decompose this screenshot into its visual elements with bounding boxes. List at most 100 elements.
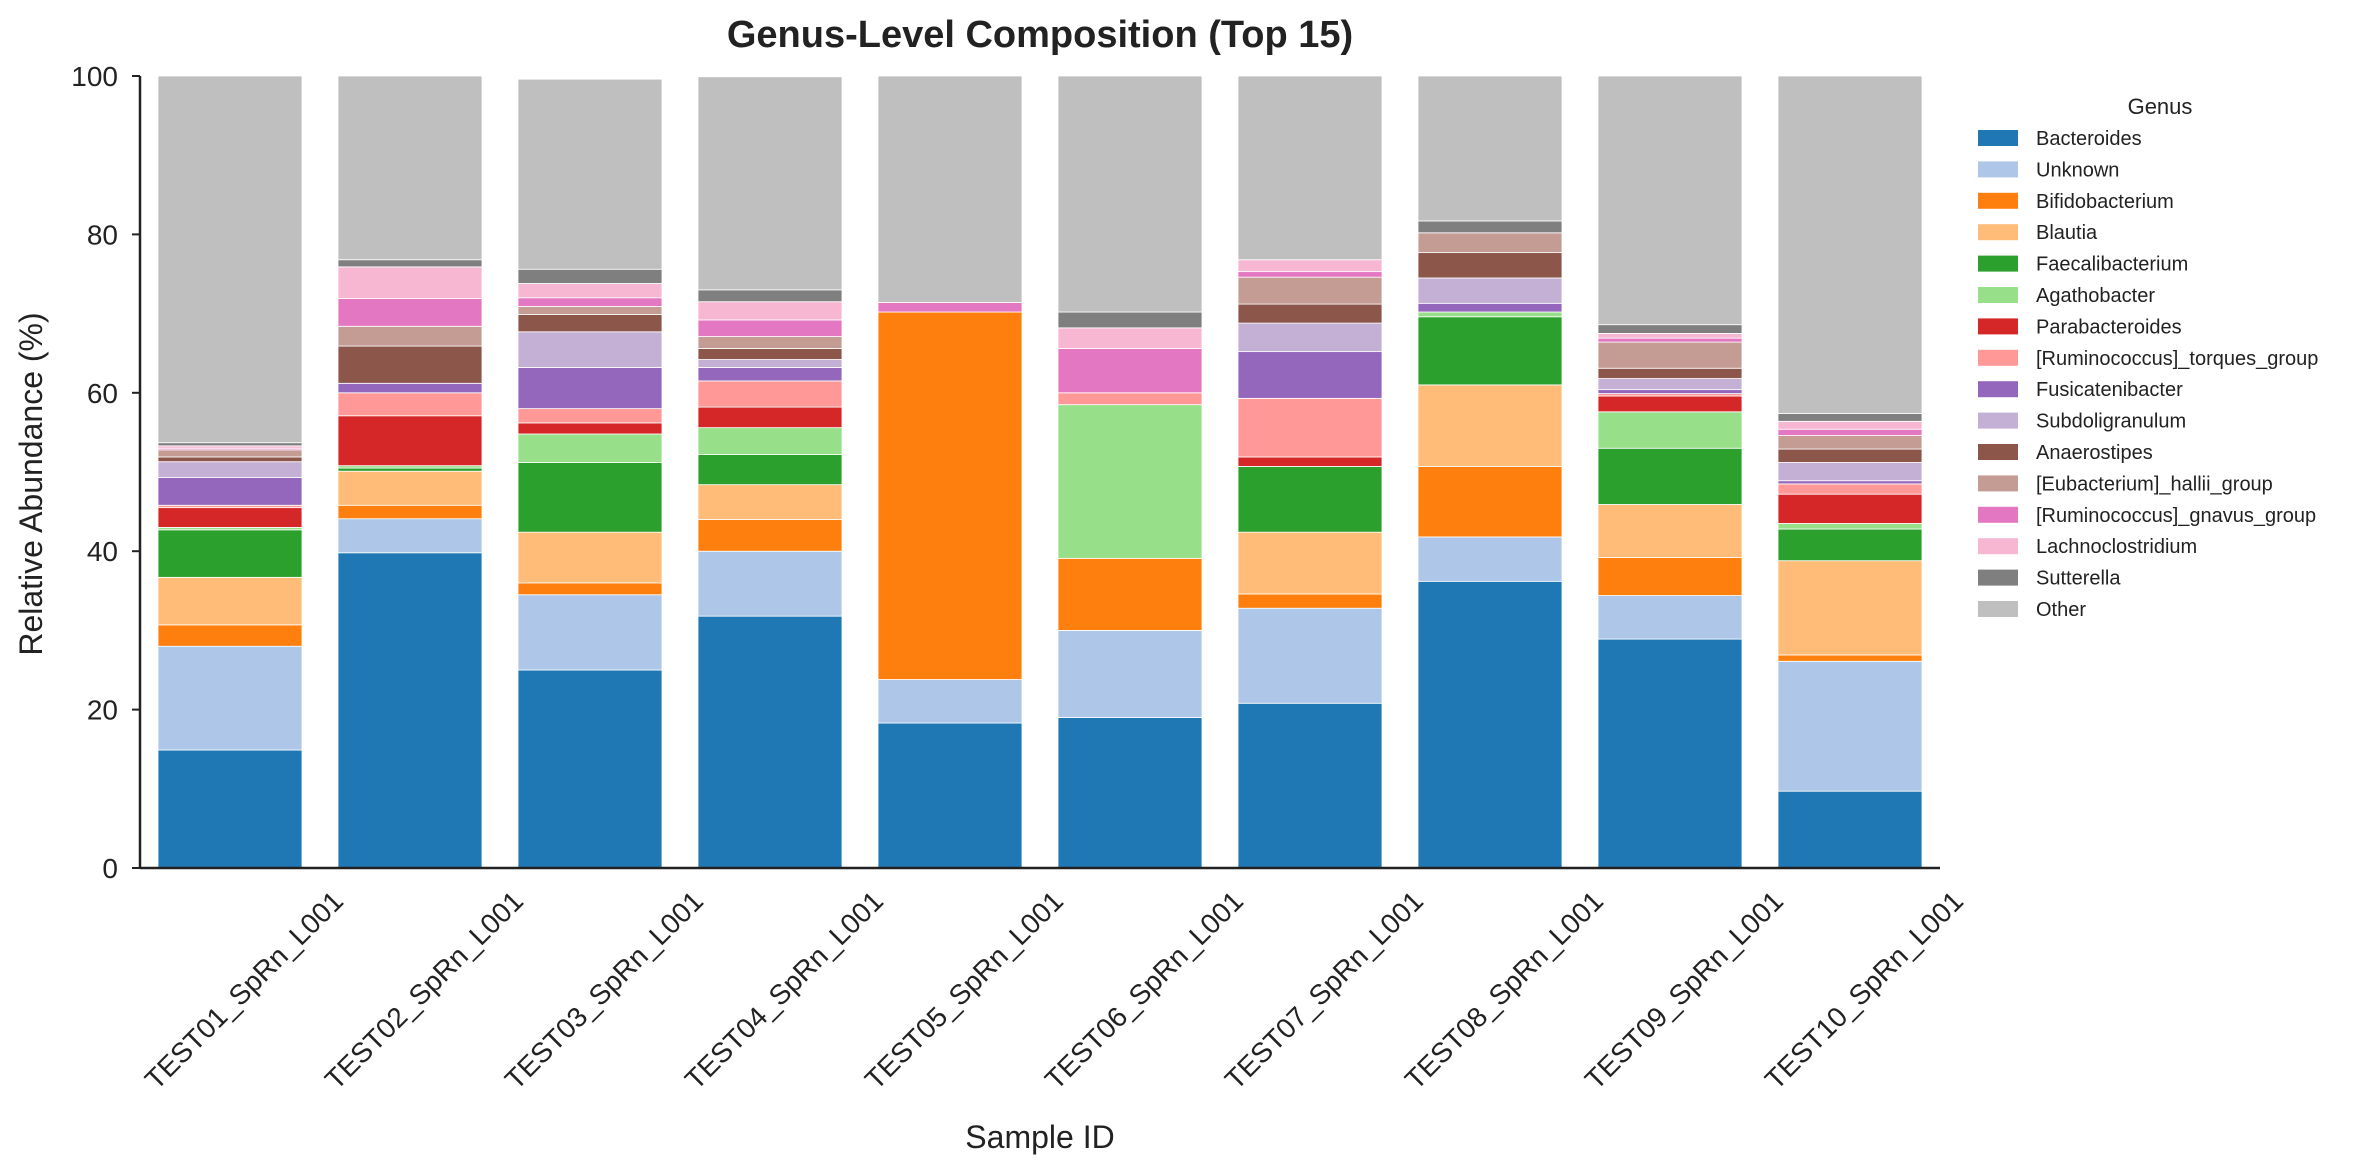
legend-swatch-10 bbox=[1978, 412, 2018, 429]
bar-segment-3-13 bbox=[517, 297, 663, 307]
bar-segment-3-7 bbox=[517, 422, 663, 435]
legend-swatch-13 bbox=[1978, 506, 2018, 523]
legend-swatch-14 bbox=[1978, 538, 2018, 555]
legend-swatch-15 bbox=[1978, 569, 2018, 586]
bar-segment-10-6 bbox=[1777, 523, 1923, 530]
bar-segment-4-3 bbox=[697, 519, 843, 552]
y-tick-label-4: 80 bbox=[87, 219, 118, 250]
bar-segment-6-8 bbox=[1057, 392, 1203, 406]
bar-segment-6-3 bbox=[1057, 557, 1203, 631]
legend-swatch-2 bbox=[1978, 161, 2018, 178]
bar-segment-8-4 bbox=[1417, 384, 1563, 467]
bar-segment-10-15 bbox=[1777, 412, 1923, 422]
bar-segment-8-12 bbox=[1417, 232, 1563, 254]
bar-segment-10-11 bbox=[1777, 448, 1923, 463]
legend-swatch-9 bbox=[1978, 381, 2018, 398]
bar-segment-8-9 bbox=[1417, 302, 1563, 313]
bar-segment-9-14 bbox=[1597, 332, 1743, 339]
bar-segment-7-7 bbox=[1237, 456, 1383, 467]
bar-segment-8-5 bbox=[1417, 316, 1563, 386]
bar-segment-10-16 bbox=[1777, 75, 1923, 414]
bar-segment-6-15 bbox=[1057, 311, 1203, 329]
bar-segment-3-12 bbox=[517, 306, 663, 315]
legend-label-10: Subdoligranulum bbox=[2036, 411, 2186, 433]
bar-segment-4-10 bbox=[697, 359, 843, 368]
x-axis-label: Sample ID bbox=[965, 1119, 1114, 1155]
legend-swatch-11 bbox=[1978, 444, 2018, 460]
bar-segment-6-6 bbox=[1057, 404, 1203, 559]
chart-title: Genus-Level Composition (Top 15) bbox=[727, 14, 1353, 56]
bar-segment-4-13 bbox=[697, 319, 843, 337]
legend-swatch-3 bbox=[1978, 192, 2018, 209]
bar-segment-8-10 bbox=[1417, 277, 1563, 304]
bar-segment-10-5 bbox=[1777, 528, 1923, 562]
bar-segment-7-10 bbox=[1237, 322, 1383, 353]
bar-segment-5-3 bbox=[877, 311, 1023, 680]
bar-segment-2-15 bbox=[337, 259, 483, 268]
bar-segment-7-3 bbox=[1237, 593, 1383, 609]
bar-segment-9-5 bbox=[1597, 447, 1743, 505]
bar-segment-7-9 bbox=[1237, 351, 1383, 399]
bar-segment-4-12 bbox=[697, 336, 843, 349]
x-tick-label-7: TEST07_SpRn_L001 bbox=[1219, 885, 1429, 1095]
legend-swatch-7 bbox=[1978, 318, 2018, 335]
y-tick-label-3: 60 bbox=[87, 378, 118, 409]
y-tick-label-5: 100 bbox=[71, 61, 118, 92]
bar-segment-7-4 bbox=[1237, 531, 1383, 595]
bar-segment-7-8 bbox=[1237, 397, 1383, 458]
bar-segment-7-5 bbox=[1237, 466, 1383, 533]
bar-segment-3-5 bbox=[517, 462, 663, 533]
bar-segment-10-14 bbox=[1777, 420, 1923, 430]
bar-segment-2-7 bbox=[337, 415, 483, 467]
x-tick-label-2: TEST02_SpRn_L001 bbox=[319, 885, 529, 1095]
legend-label-11: Anaerostipes bbox=[2036, 442, 2153, 464]
bar-segment-8-3 bbox=[1417, 466, 1563, 538]
bar-segment-1-15 bbox=[157, 442, 303, 447]
bar-segment-1-2 bbox=[157, 645, 303, 751]
bar-segment-10-7 bbox=[1777, 493, 1923, 524]
bar-segment-2-1 bbox=[337, 552, 483, 869]
bar-segment-10-13 bbox=[1777, 428, 1923, 436]
legend-swatch-1 bbox=[1978, 130, 2018, 146]
legend-swatch-4 bbox=[1978, 224, 2018, 241]
bar-segment-8-2 bbox=[1417, 536, 1563, 582]
x-tick-label-3: TEST03_SpRn_L001 bbox=[499, 885, 709, 1095]
bar-segment-1-11 bbox=[157, 456, 303, 463]
bar-segment-9-12 bbox=[1597, 341, 1743, 369]
bar-segment-9-10 bbox=[1597, 378, 1743, 391]
bar-segment-1-9 bbox=[157, 477, 303, 506]
bar-segment-4-4 bbox=[697, 484, 843, 520]
bar-segment-1-3 bbox=[157, 624, 303, 647]
bar-segment-4-6 bbox=[697, 427, 843, 455]
bar-segment-1-1 bbox=[157, 749, 303, 869]
bar-segment-7-13 bbox=[1237, 271, 1383, 278]
x-tick-label-10: TEST10_SpRn_L001 bbox=[1759, 885, 1969, 1095]
bar-segment-3-15 bbox=[517, 268, 663, 284]
bar-segment-6-13 bbox=[1057, 348, 1203, 394]
bar-segment-9-2 bbox=[1597, 595, 1743, 640]
bar-segment-4-5 bbox=[697, 454, 843, 486]
bar-segment-2-16 bbox=[337, 75, 483, 261]
x-tick-label-1: TEST01_SpRn_L001 bbox=[139, 885, 349, 1095]
bar-segment-9-6 bbox=[1597, 411, 1743, 449]
bar-segment-1-5 bbox=[157, 529, 303, 578]
bar-segment-7-14 bbox=[1237, 259, 1383, 273]
bar-segment-3-3 bbox=[517, 582, 663, 596]
bar-segment-10-12 bbox=[1777, 435, 1923, 450]
bars-layer bbox=[157, 75, 1923, 869]
bar-segment-9-13 bbox=[1597, 337, 1743, 343]
bar-segment-2-11 bbox=[337, 345, 483, 384]
bar-segment-3-14 bbox=[517, 283, 663, 299]
legend-swatch-8 bbox=[1978, 349, 2018, 366]
x-tick-label-9: TEST09_SpRn_L001 bbox=[1579, 885, 1789, 1095]
bar-segment-3-10 bbox=[517, 331, 663, 368]
bar-segment-1-7 bbox=[157, 507, 303, 528]
bar-segment-1-4 bbox=[157, 576, 303, 626]
bar-segment-3-1 bbox=[517, 669, 663, 869]
legend-label-9: Fusicatenibacter bbox=[2036, 379, 2183, 401]
bar-segment-6-1 bbox=[1057, 717, 1203, 869]
bar-segment-9-11 bbox=[1597, 367, 1743, 379]
bar-segment-2-3 bbox=[337, 504, 483, 520]
legend-label-6: Agathobacter bbox=[2036, 285, 2155, 307]
